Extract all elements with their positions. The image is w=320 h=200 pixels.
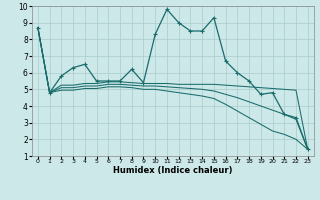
X-axis label: Humidex (Indice chaleur): Humidex (Indice chaleur): [113, 166, 233, 175]
